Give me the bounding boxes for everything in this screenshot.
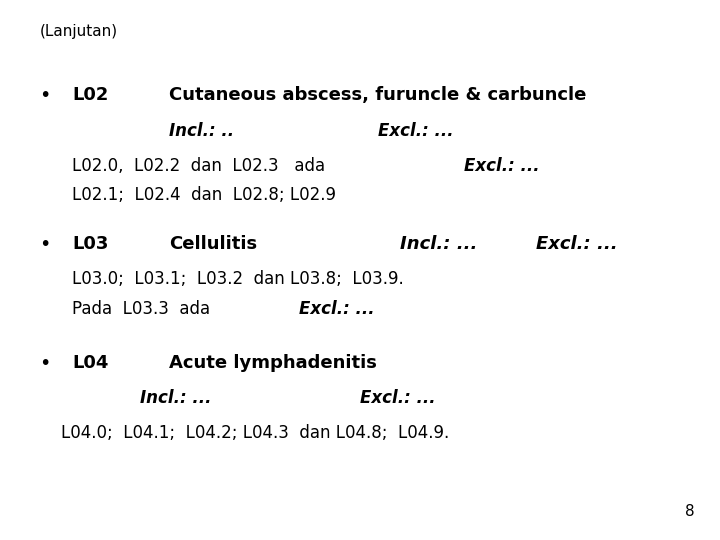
Text: Acute lymphadenitis: Acute lymphadenitis bbox=[169, 354, 377, 372]
Text: Incl.: ..: Incl.: .. bbox=[169, 122, 234, 139]
Text: Excl.: ...: Excl.: ... bbox=[378, 122, 454, 139]
Text: Excl.: ...: Excl.: ... bbox=[360, 389, 436, 407]
Text: L02.1;  L02.4  dan  L02.8; L02.9: L02.1; L02.4 dan L02.8; L02.9 bbox=[72, 186, 336, 204]
Text: 8: 8 bbox=[685, 504, 695, 519]
Text: L04: L04 bbox=[72, 354, 109, 372]
Text: Incl.: ...: Incl.: ... bbox=[400, 235, 477, 253]
Text: Incl.: ...: Incl.: ... bbox=[140, 389, 212, 407]
Text: (Lanjutan): (Lanjutan) bbox=[40, 24, 118, 39]
Text: L03.0;  L03.1;  L03.2  dan L03.8;  L03.9.: L03.0; L03.1; L03.2 dan L03.8; L03.9. bbox=[72, 270, 404, 288]
Text: L03: L03 bbox=[72, 235, 109, 253]
Text: L02.0,  L02.2  dan  L02.3   ada: L02.0, L02.2 dan L02.3 ada bbox=[72, 157, 325, 174]
Text: Cutaneous abscess, furuncle & carbuncle: Cutaneous abscess, furuncle & carbuncle bbox=[169, 86, 587, 104]
Text: Excl.: ...: Excl.: ... bbox=[536, 235, 618, 253]
Text: L02: L02 bbox=[72, 86, 109, 104]
Text: Excl.: ...: Excl.: ... bbox=[299, 300, 374, 318]
Text: Pada  L03.3  ada: Pada L03.3 ada bbox=[72, 300, 210, 318]
Text: •: • bbox=[40, 86, 51, 105]
Text: •: • bbox=[40, 354, 51, 373]
Text: L04.0;  L04.1;  L04.2; L04.3  dan L04.8;  L04.9.: L04.0; L04.1; L04.2; L04.3 dan L04.8; L0… bbox=[61, 424, 449, 442]
Text: •: • bbox=[40, 235, 51, 254]
Text: Cellulitis: Cellulitis bbox=[169, 235, 257, 253]
Text: Excl.: ...: Excl.: ... bbox=[464, 157, 540, 174]
